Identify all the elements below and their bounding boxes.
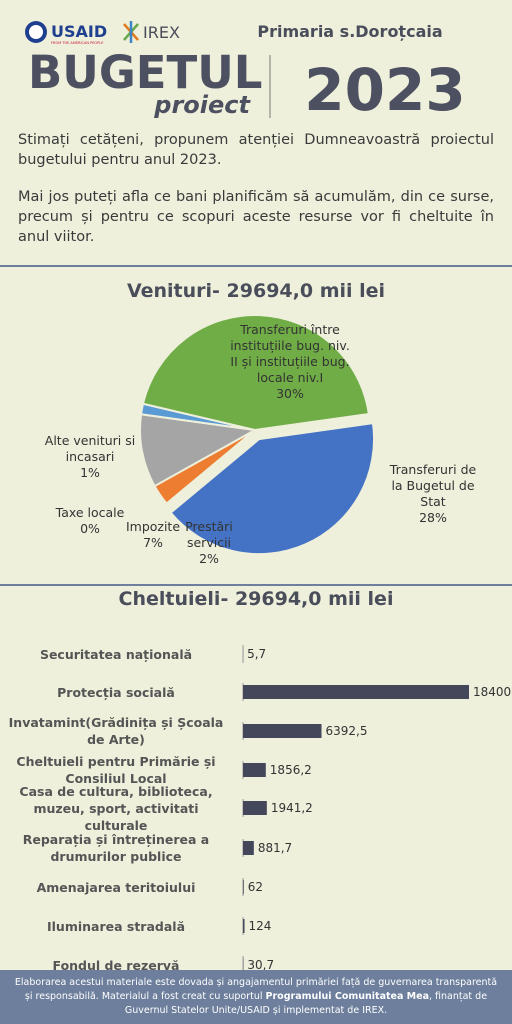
bar-value-label: 1941,2 <box>271 801 313 815</box>
irex-logo: IREX <box>143 23 180 42</box>
bar <box>243 685 469 699</box>
pie-slice <box>139 413 259 488</box>
pie-value-label: 0% <box>80 521 100 536</box>
footer-text: Elaborarea acestui materiale este dovada… <box>14 977 498 1002</box>
pie-label: Alte venituri si incasari <box>44 433 136 464</box>
title: BUGETUL <box>28 46 262 99</box>
pie-slice <box>141 314 371 432</box>
pie-value-label: 1% <box>80 465 100 480</box>
bar <box>243 724 322 738</box>
bar-category-label: Reparația și întreținerea a drumurilor p… <box>22 832 210 864</box>
bar-category-label: Invatamint(Grădinița și Școala de Arte) <box>8 715 224 747</box>
pie-value-label: 28% <box>419 510 447 525</box>
pie-title: Venituri- 29694,0 mii lei <box>126 280 386 302</box>
pie-label: Impozite <box>125 519 181 534</box>
irex-icon <box>123 21 139 43</box>
bar-value-label: 5,7 <box>247 647 266 661</box>
bar <box>243 763 266 777</box>
pie-chart <box>139 314 376 556</box>
divider <box>0 584 512 586</box>
year: 2023 <box>304 56 465 124</box>
footer-program: Programului Comunitatea Mea <box>265 991 429 1002</box>
bar <box>243 841 254 855</box>
bar <box>243 801 267 815</box>
divider <box>0 265 512 267</box>
bar <box>243 919 245 933</box>
intro-paragraph: Stimați cetățeni, propunem atenției Dumn… <box>18 132 494 168</box>
bar-value-label: 1856,2 <box>270 763 312 777</box>
intro-paragraph: Mai jos puteți afla ce bani planificăm s… <box>18 189 494 245</box>
subtitle: proiect <box>153 91 251 119</box>
bar-value-label: 18400 <box>473 685 511 699</box>
bar-chart: 5,7 18400 6392,5 1856,2 1941,2 881,7 62 124 30,7 <box>242 645 511 974</box>
usaid-tagline: FROM THE AMERICAN PEOPLE <box>51 41 103 45</box>
bar-category-label: Iluminarea stradală <box>46 918 186 934</box>
pie-label: Transferuri între instituțiile bug. niv.… <box>230 322 350 385</box>
bar-value-label: 6392,5 <box>326 724 368 738</box>
bar-title: Cheltuieli- 29694,0 mii lei <box>118 588 394 610</box>
pie-label: Prestări servicii <box>185 519 233 550</box>
bar-category-label: Amenajarea teritoiului <box>36 879 196 895</box>
pie-value-label: 30% <box>276 386 304 401</box>
pie-label: Taxe locale <box>55 505 125 520</box>
bar-value-label: 124 <box>249 919 272 933</box>
pie-value-label: 7% <box>143 535 163 550</box>
bar-value-label: 881,7 <box>258 841 292 855</box>
bar-value-label: 30,7 <box>247 958 274 972</box>
bar <box>243 880 244 894</box>
mayoralty: Primaria s.Doroțcaia <box>257 22 442 41</box>
pie-slice <box>169 422 376 556</box>
bar-category-label: Protecția socială <box>57 684 175 700</box>
usaid-seal-inner <box>29 25 43 39</box>
bar-category-label: Securitatea națională <box>39 646 193 662</box>
bar-category-label: Casa de cultura, biblioteca, muzeu, spor… <box>19 783 213 833</box>
pie-label: Transferuri de la Bugetul de Stat <box>389 462 477 509</box>
bar-category-label: Fondul de rezervă <box>52 957 180 973</box>
footer: Elaborarea acestui materiale este dovada… <box>0 970 512 1024</box>
bar-value-label: 62 <box>248 880 263 894</box>
footer-text: , finanțat de Guvernul Statelor Unite/US… <box>124 991 488 1016</box>
usaid-logo: USAID <box>51 22 107 41</box>
pie-value-label: 2% <box>199 551 219 566</box>
bar-category-label: Cheltuieli pentru Primărie și Consiliul … <box>16 754 216 786</box>
